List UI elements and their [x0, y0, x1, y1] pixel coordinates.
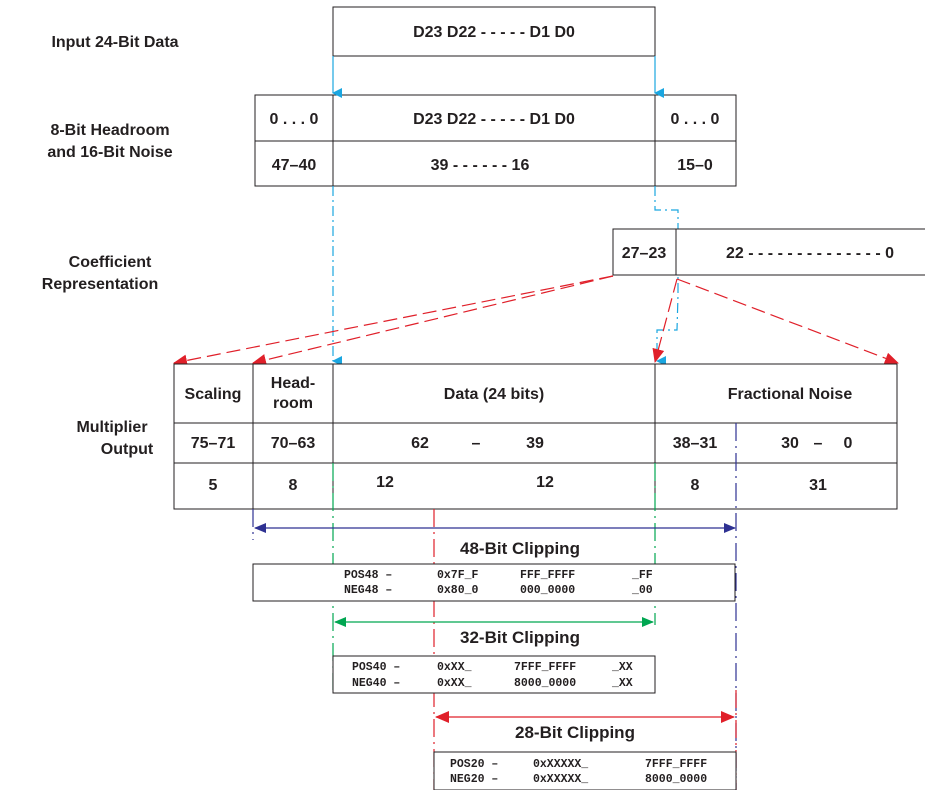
input-data-bits: D23 D22 - - - - - D1 D0 — [413, 24, 575, 41]
clip32-pos-b: 7FFF_FFFF — [514, 661, 576, 674]
mult-bits-scaling: 75–71 — [191, 435, 236, 452]
clip28-pos-a: 0xXXXXX_ — [533, 758, 588, 771]
clip32-neg-name: NEG40 – — [352, 677, 400, 690]
clip28-values-box — [433, 751, 737, 790]
mult-header-fractional-noise: Fractional Noise — [728, 386, 853, 403]
label-coef-line1: Coefficient — [69, 254, 152, 271]
mult-bits-data-high: 62 — [411, 435, 429, 452]
mult-width-noise-high: 8 — [691, 477, 700, 494]
coefficient-box — [612, 228, 925, 276]
clip48-pos-b: FFF_FFFF — [520, 569, 575, 582]
label-mult-line1: Multiplier — [76, 419, 147, 436]
clip32-neg-c: _XX — [611, 677, 633, 690]
clip32-pos-a: 0xXX_ — [437, 661, 472, 674]
mult-header-headroom-line1: Head- — [271, 375, 315, 392]
label-coef-line2: Representation — [42, 276, 158, 293]
mult-bits-noise-low-end: 0 — [844, 435, 853, 452]
mult-header-data: Data (24 bits) — [444, 386, 544, 403]
coef-range-left: 27–23 — [622, 245, 667, 262]
clip28-pos-name: POS20 – — [450, 758, 498, 771]
clip28-neg-a: 0xXXXXX_ — [533, 773, 588, 786]
clip28-neg-b: 8000_0000 — [645, 773, 707, 786]
clip28-pos-b: 7FFF_FFFF — [645, 758, 707, 771]
label-mult-line2: Output — [101, 441, 154, 458]
mult-width-data-low: 12 — [536, 474, 554, 491]
headroom-zeros-left: 0 . . . 0 — [270, 111, 319, 128]
clip32-title: 32-Bit Clipping — [460, 628, 580, 647]
coef-range-right: 22 - - - - - - - - - - - - - - 0 — [726, 245, 894, 262]
mult-bits-noise-low-dash: – — [814, 435, 823, 452]
input-data-box — [332, 6, 656, 57]
headroom-range-right: 15–0 — [677, 157, 713, 174]
clip32-neg-b: 8000_0000 — [514, 677, 576, 690]
label-headroom-line2: and 16-Bit Noise — [47, 144, 172, 161]
clip48-pos-name: POS48 – — [344, 569, 392, 582]
clip32-values-box — [332, 655, 656, 694]
headroom-range-left: 47–40 — [272, 157, 317, 174]
headroom-zeros-right: 0 . . . 0 — [671, 111, 720, 128]
multiplier-output-box — [173, 363, 898, 510]
clip48-values-box — [252, 563, 736, 602]
mult-header-scaling: Scaling — [185, 386, 242, 403]
clip32-pos-name: POS40 – — [352, 661, 400, 674]
clip48-pos-a: 0x7F_F — [437, 569, 479, 582]
headroom-noise-box — [254, 94, 737, 187]
mult-bits-headroom: 70–63 — [271, 435, 316, 452]
label-headroom-line1: 8-Bit Headroom — [50, 122, 169, 139]
mult-bits-data-dash: – — [472, 435, 481, 452]
clip28-title: 28-Bit Clipping — [515, 723, 635, 742]
label-input-data: Input 24-Bit Data — [51, 34, 178, 51]
mult-width-headroom: 8 — [289, 477, 298, 494]
red-projection-lines — [173, 275, 899, 367]
clip48-neg-c: _00 — [631, 584, 653, 597]
clip48-neg-b: 000_0000 — [520, 584, 575, 597]
mult-header-headroom-line2: room — [273, 395, 313, 412]
headroom-data-bits: D23 D22 - - - - - D1 D0 — [413, 111, 575, 128]
clip48-title: 48-Bit Clipping — [460, 539, 580, 558]
clip32-neg-a: 0xXX_ — [437, 677, 472, 690]
mult-bits-noise-high: 38–31 — [673, 435, 718, 452]
mult-width-data-high: 12 — [376, 474, 394, 491]
clip48-neg-name: NEG48 – — [344, 584, 392, 597]
mult-bits-noise-low-start: 30 — [781, 435, 799, 452]
headroom-range-mid: 39 - - - - - - 16 — [431, 157, 530, 174]
clip48-neg-a: 0x80_0 — [437, 584, 479, 597]
clip32-pos-c: _XX — [611, 661, 633, 674]
mult-bits-data-low: 39 — [526, 435, 544, 452]
clip48-pos-c: _FF — [631, 569, 653, 582]
mult-width-noise-low: 31 — [809, 477, 827, 494]
mult-width-scaling: 5 — [209, 477, 218, 494]
clip28-neg-name: NEG20 – — [450, 773, 498, 786]
